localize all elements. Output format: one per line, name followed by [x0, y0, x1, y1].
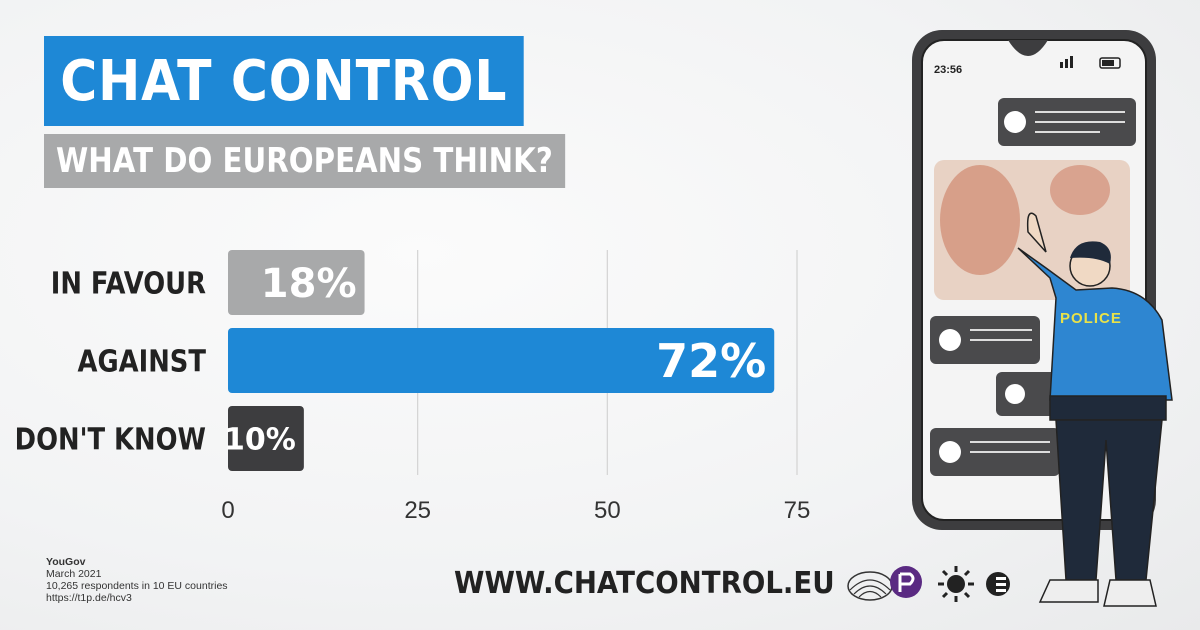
bar-2 — [228, 406, 304, 471]
page-title: CHAT CONTROL — [44, 36, 524, 126]
party-logo — [986, 572, 1010, 596]
x-tick-label: 0 — [221, 497, 234, 524]
category-labels: IN FAVOUR AGAINST DON'T KNOW — [15, 266, 206, 457]
chat-bubble — [930, 316, 1040, 364]
x-tick-label: 75 — [784, 497, 811, 524]
bar-0 — [228, 250, 365, 315]
chat-bubble — [998, 98, 1136, 146]
value-label: 72% — [656, 334, 766, 388]
value-label: 18% — [261, 261, 357, 307]
greens-logo — [938, 566, 974, 602]
value-labels: 18% 72% 10% — [224, 261, 766, 457]
category-label: AGAINST — [78, 344, 206, 379]
signal-icon — [1060, 56, 1073, 68]
source-name: YouGov — [46, 556, 86, 568]
bar-1 — [228, 328, 775, 393]
x-axis-ticks: 0 25 50 75 — [221, 497, 810, 524]
party-logos — [847, 566, 1010, 602]
source-respondents: 10,265 respondents in 10 EU countries — [46, 580, 228, 592]
source-note: YouGov March 2021 10,265 respondents in … — [46, 556, 228, 604]
chat-bubble — [930, 428, 1060, 476]
pirate-party-logo — [890, 566, 922, 598]
source-date: March 2021 — [46, 568, 102, 580]
website-link[interactable]: WWW.CHATCONTROL.EU — [454, 566, 835, 601]
category-label: DON'T KNOW — [15, 422, 206, 457]
chat-bubble — [996, 372, 1066, 416]
x-tick-label: 50 — [594, 497, 621, 524]
source-link[interactable]: https://t1p.de/hcv3 — [46, 592, 132, 604]
police-badge: POLICE — [1060, 310, 1122, 327]
page-subtitle: WHAT DO EUROPEANS THINK? — [44, 134, 565, 188]
phone-police-illustration — [912, 30, 1173, 607]
bars — [228, 250, 775, 471]
value-label: 10% — [224, 422, 296, 457]
european-parliament-logo — [847, 571, 893, 601]
x-tick-label: 25 — [404, 497, 431, 524]
bar-chart: IN FAVOUR AGAINST DON'T KNOW 18% 72% 10% 0 25… — [15, 250, 810, 524]
police-officer — [1017, 212, 1173, 607]
battery-icon — [1099, 57, 1121, 69]
phone-time: 23:56 — [934, 64, 963, 76]
category-label: IN FAVOUR — [51, 266, 206, 301]
